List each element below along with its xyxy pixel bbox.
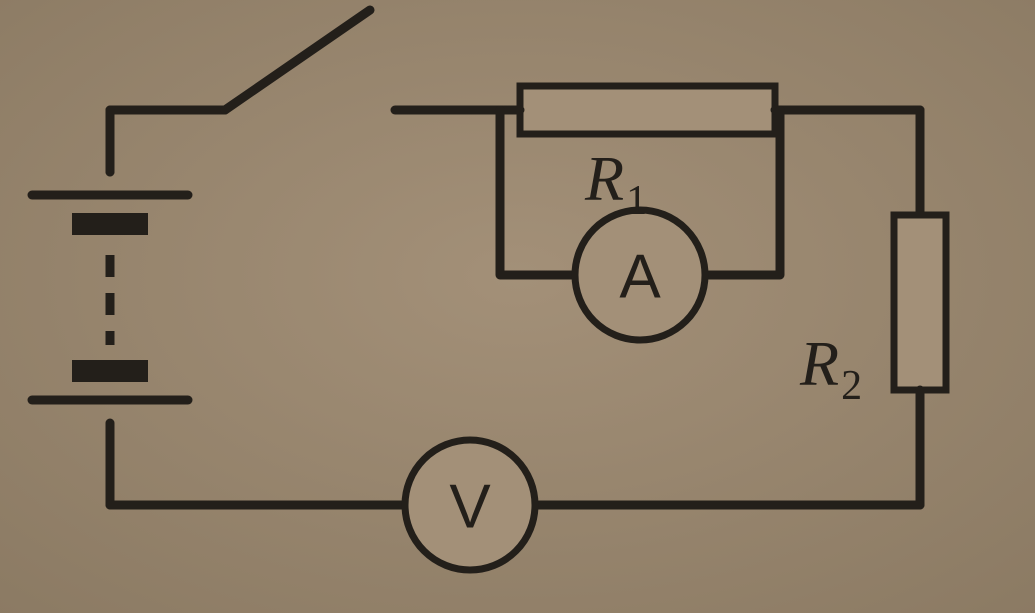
resistor-r2 — [894, 215, 946, 390]
ammeter-label: A — [619, 243, 661, 312]
battery-plate-short-bot — [72, 360, 148, 382]
resistor-r1 — [520, 86, 775, 134]
voltmeter-label: V — [449, 473, 491, 542]
circuit-diagram: A V R1 R2 — [0, 0, 1035, 613]
battery-plate-short-top — [72, 213, 148, 235]
